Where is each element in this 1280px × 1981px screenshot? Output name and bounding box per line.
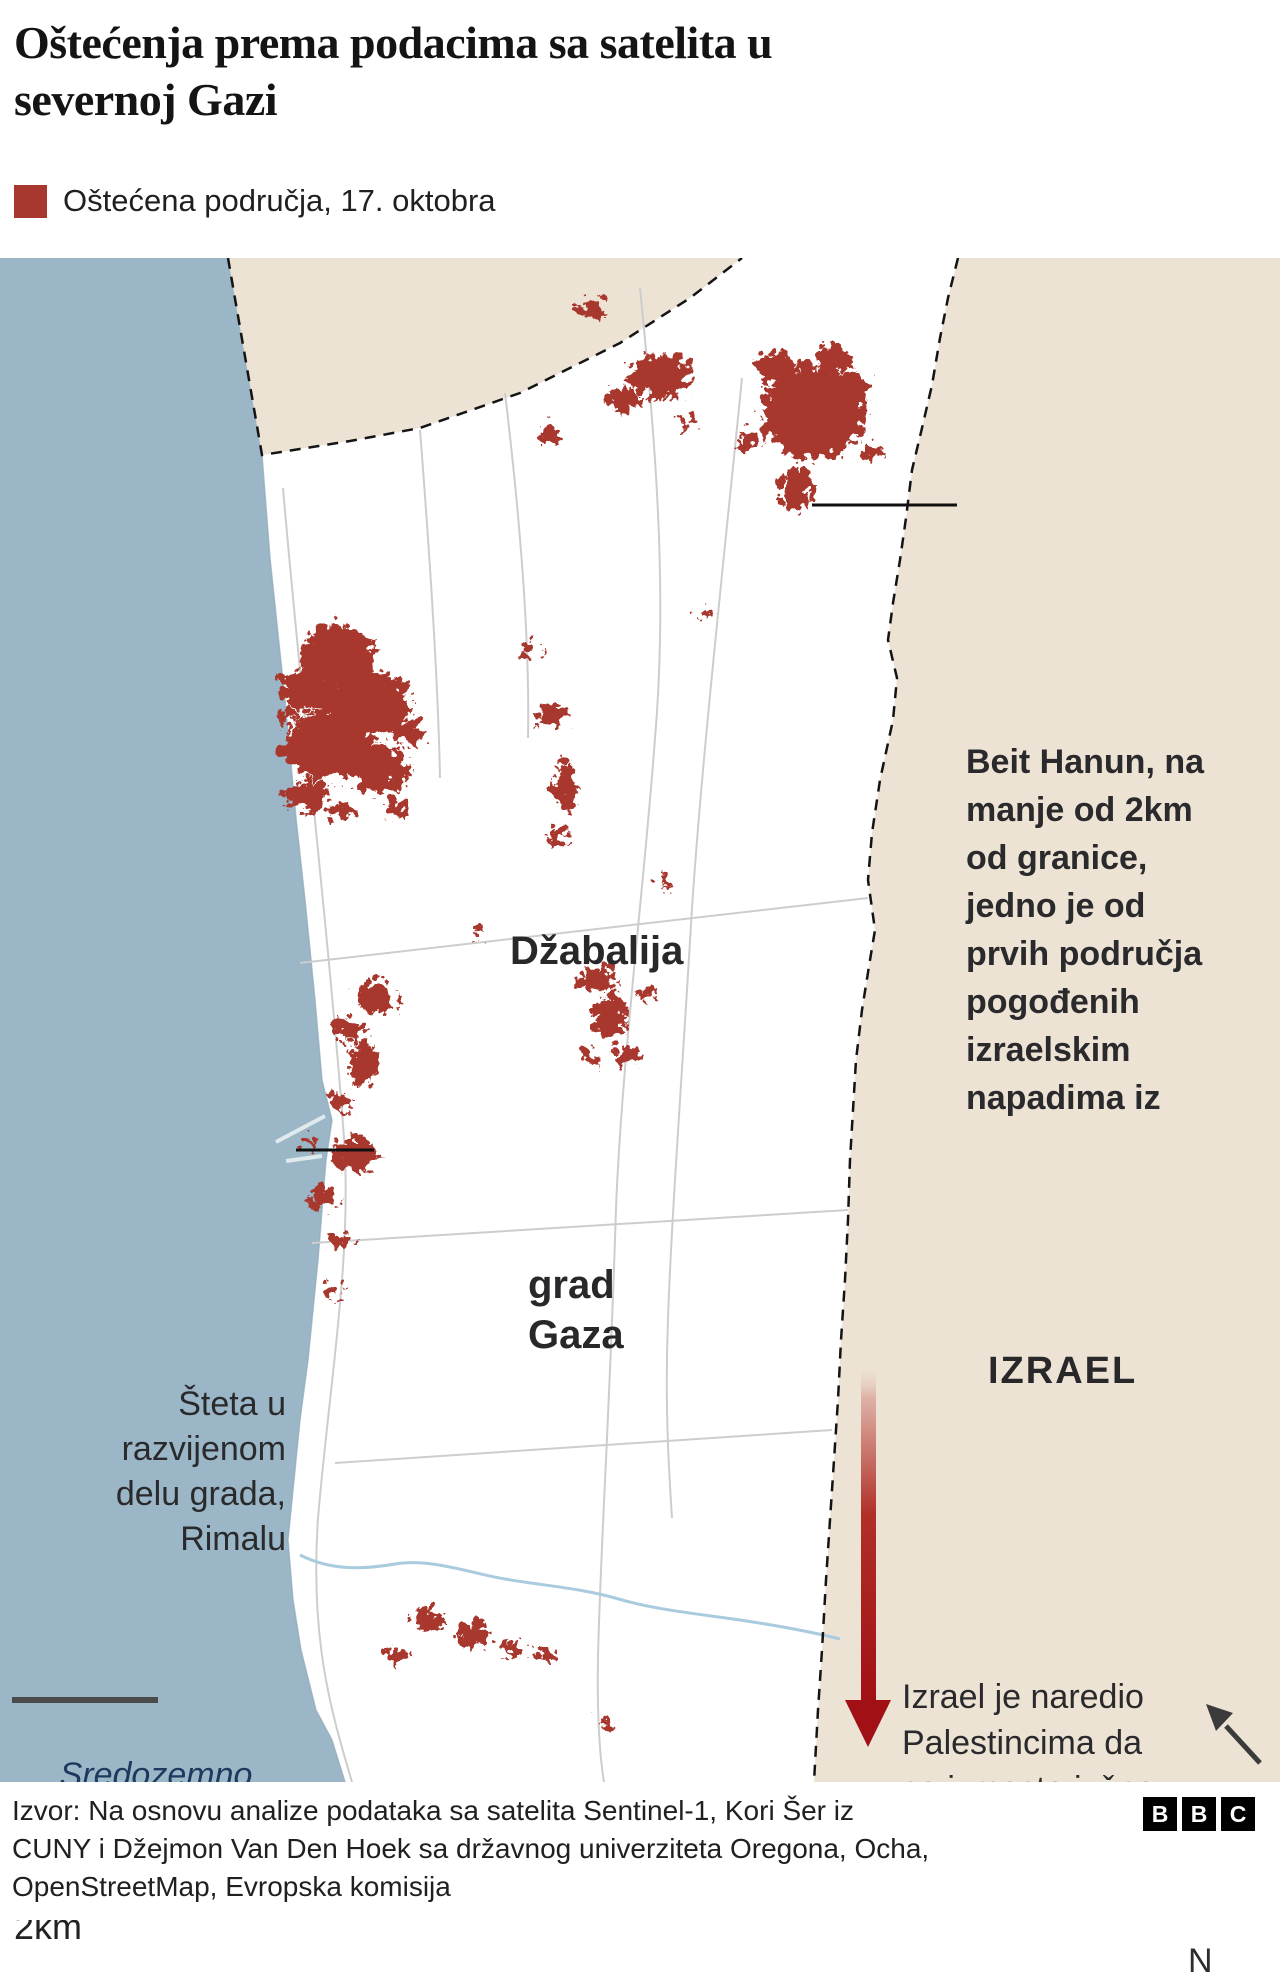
bbc-logo: B B C: [1143, 1797, 1255, 1831]
north-arrow-icon: [1206, 1704, 1262, 1765]
annotation-beit-hanun: Beit Hanun, na manje od 2km od granice, …: [966, 743, 1205, 1117]
bbc-logo-letter: B: [1143, 1797, 1177, 1831]
label-dzabalija: Džabalija: [510, 929, 684, 973]
sea-area: [0, 258, 345, 1782]
damaged-area-swatch-icon: [14, 184, 47, 218]
scale-bar: [12, 1697, 158, 1703]
map-canvas: [0, 258, 1280, 1782]
relocation-arrow-icon: [845, 1363, 891, 1747]
damaged-areas: [272, 294, 875, 1724]
page-title: Oštećenja prema podacima sa satelita u s…: [14, 17, 773, 125]
legend-label: Oštećena područja, 17. oktobra: [63, 183, 496, 218]
footer: Izvor: Na osnovu analize podataka sa sat…: [0, 1782, 1280, 1920]
label-grad-gaza: grad Gaza: [528, 1263, 624, 1357]
gaza-border-dashed: [226, 258, 960, 1782]
wadi-gaza-river: [299, 1553, 841, 1641]
roads: [282, 287, 869, 1782]
compass-north-label: N: [1188, 1942, 1213, 1980]
label-izrael: IZRAEL: [988, 1350, 1138, 1392]
source-attribution: Izvor: Na osnovu analize podataka sa sat…: [12, 1795, 930, 1902]
gaza-damage-map: Džabalija grad Gaza IZRAEL Sredozemno mo…: [0, 258, 1280, 1980]
annotation-rimal-damage: Šteta u razvijenom delu grada, Rimalu: [115, 1385, 286, 1558]
legend: Oštećena područja, 17. oktobra: [14, 183, 496, 219]
header: Oštećenja prema podacima sa satelita u s…: [14, 14, 1264, 128]
bbc-logo-letter: C: [1221, 1797, 1255, 1831]
buildings-texture-sparse: [230, 260, 935, 1776]
bbc-logo-letter: B: [1182, 1797, 1216, 1831]
